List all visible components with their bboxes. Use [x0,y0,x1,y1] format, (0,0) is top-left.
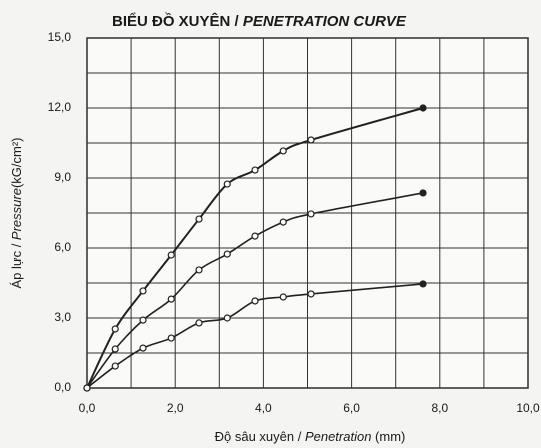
x-tick-label: 0,0 [79,401,96,415]
x-label-en: Penetration [305,429,372,444]
data-point [279,147,287,155]
curve [86,107,424,389]
data-point [251,166,259,174]
y-label-vi: Áp lực / [9,240,24,288]
data-point [167,334,175,342]
data-point [111,325,119,333]
data-point [251,232,259,240]
data-point [83,384,91,392]
data-point [195,215,203,223]
curve [86,283,424,389]
y-tick-label: 0,0 [54,380,71,394]
data-point [223,314,231,322]
data-point [167,251,175,259]
chart-title: BIỂU ĐỒ XUYÊN / PENETRATION CURVE [112,12,407,30]
data-point [279,218,287,226]
title-vi: BIỂU ĐỒ XUYÊN / [112,12,243,30]
curve [86,192,424,389]
x-tick-label: 2,0 [167,401,184,415]
data-point [307,210,315,218]
data-point [167,295,175,303]
data-point [111,345,119,353]
x-axis-label: Độ sâu xuyên / Penetration (mm) [215,429,406,444]
data-point [223,180,231,188]
y-label-unit: (kG/cm²) [9,137,24,188]
data-point [419,280,427,288]
data-point [223,250,231,258]
x-tick-label: 8,0 [431,401,448,415]
x-label-unit: (mm) [371,429,405,444]
data-point [251,297,259,305]
data-point [419,189,427,197]
title-en: PENETRATION CURVE [243,13,407,30]
x-tick-label: 6,0 [343,401,360,415]
data-point [279,293,287,301]
y-tick-label: 3,0 [54,310,71,324]
x-tick-label: 10,0 [516,401,540,415]
data-point [307,136,315,144]
x-label-vi: Độ sâu xuyên / [215,429,305,444]
y-tick-label: 9,0 [54,170,71,184]
data-point [195,319,203,327]
y-tick-label: 6,0 [54,240,71,254]
data-point [111,362,119,370]
x-tick-label: 4,0 [255,401,272,415]
y-tick-label: 12,0 [48,100,72,114]
data-point [419,104,427,112]
data-point [139,316,147,324]
y-tick-label: 15,0 [48,30,72,44]
y-label-en: Pressure [9,188,24,240]
y-axis-label: Áp lực / Pressure(kG/cm²) [9,137,24,288]
data-point [195,266,203,274]
data-point [139,287,147,295]
data-point [139,344,147,352]
data-point [307,290,315,298]
